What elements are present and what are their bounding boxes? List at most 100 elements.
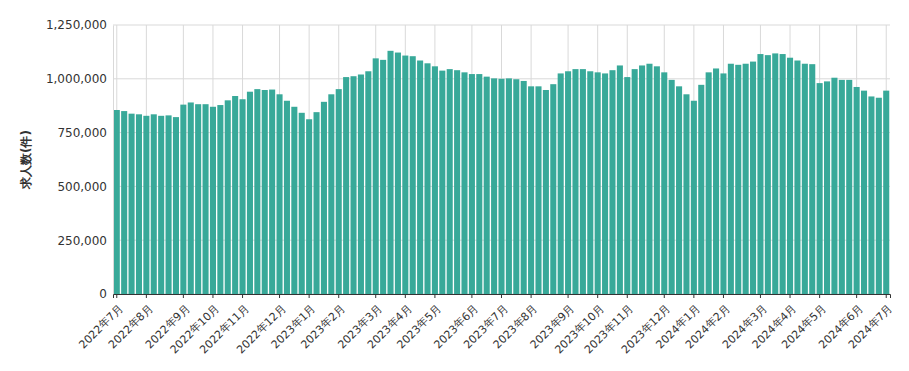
bar [240, 99, 246, 294]
bar [358, 74, 364, 294]
y-tick-label: 0 [99, 287, 107, 301]
bar [550, 84, 556, 294]
bar [225, 100, 231, 294]
y-tick-label: 750,000 [57, 126, 107, 140]
bar [321, 102, 327, 294]
bar [595, 72, 601, 294]
x-tick-mark [116, 294, 117, 298]
y-axis: 0 250,000 500,000 750,000 1,000,000 1,250,000 [46, 18, 114, 301]
x-tick-mark [886, 294, 887, 298]
bar [565, 71, 571, 294]
bar [558, 73, 564, 294]
bar [580, 69, 586, 294]
bar [491, 78, 497, 294]
bar [639, 65, 645, 294]
bar [447, 69, 453, 294]
y-tick-label: 500,000 [57, 180, 107, 194]
bar [669, 80, 675, 294]
x-tick-mark [501, 294, 502, 298]
x-tick-mark [405, 294, 406, 298]
bar [787, 58, 793, 294]
bar [713, 68, 719, 294]
bar [780, 54, 786, 294]
bar [846, 80, 852, 294]
bar [757, 54, 763, 294]
x-tick-mark [309, 294, 310, 298]
bar [461, 72, 467, 294]
bar [772, 53, 778, 294]
bar [698, 85, 704, 294]
bar [284, 101, 290, 294]
bar [336, 89, 342, 294]
y-tick-label: 1,000,000 [46, 72, 107, 86]
grid [113, 25, 890, 294]
y-tick: 1,250,000 [46, 18, 113, 32]
x-tick-label: 2024年7月 [846, 302, 895, 351]
bar [868, 96, 874, 294]
x-tick-mark [338, 294, 339, 298]
bar [158, 116, 164, 294]
bar [314, 112, 320, 294]
bar [417, 61, 423, 294]
x-tick-mark [856, 294, 857, 298]
bar [262, 90, 268, 294]
bar [521, 81, 527, 294]
bar [506, 78, 512, 294]
x-tick-mark [279, 294, 280, 298]
x-tick-mark [242, 294, 243, 298]
bar [350, 76, 356, 294]
bar [861, 91, 867, 294]
bar [831, 78, 837, 294]
bar [129, 114, 135, 294]
bar [683, 94, 689, 294]
bar [602, 73, 608, 294]
bar [395, 53, 401, 294]
bar [247, 92, 253, 294]
y-tick: 500,000 [57, 180, 113, 194]
bar [498, 79, 504, 294]
bar [513, 79, 519, 294]
bars [114, 51, 890, 294]
x-tick-mark [693, 294, 694, 298]
bar [646, 64, 652, 294]
y-tick: 250,000 [57, 234, 113, 248]
bar [432, 66, 438, 294]
y-tick-label: 1,250,000 [46, 18, 107, 32]
bar [572, 69, 578, 294]
bar [676, 86, 682, 294]
bar [439, 71, 445, 294]
bar [121, 111, 127, 294]
bar [528, 86, 534, 294]
bar [876, 98, 882, 294]
bar [691, 101, 697, 294]
bar [188, 102, 194, 294]
x-axis: 2022年7月2022年8月2022年9月2022年10月2022年11月202… [76, 294, 895, 356]
bar [617, 65, 623, 294]
x-axis-line [114, 295, 891, 299]
bar [535, 86, 541, 294]
x-tick-mark [568, 294, 569, 298]
y-tick: 0 [99, 287, 113, 301]
x-tick-mark [146, 294, 147, 298]
bar [720, 73, 726, 294]
bar [706, 72, 712, 294]
x-tick-mark [375, 294, 376, 298]
x-tick-mark [627, 294, 628, 298]
bar [203, 104, 209, 294]
bar [114, 110, 120, 294]
bar [854, 87, 860, 294]
bar [373, 58, 379, 294]
bar [410, 56, 416, 294]
bar [735, 65, 741, 294]
x-tick-mark [183, 294, 184, 298]
y-tick: 750,000 [57, 126, 113, 140]
bar [802, 64, 808, 294]
y-axis-title: 求人数(件) [19, 130, 33, 190]
y-tick: 1,000,000 [46, 72, 113, 86]
x-tick-mark [760, 294, 761, 298]
bar [587, 71, 593, 294]
bar [794, 61, 800, 294]
y-tick-label: 250,000 [57, 234, 107, 248]
x-tick-mark [434, 294, 435, 298]
bar [817, 83, 823, 294]
